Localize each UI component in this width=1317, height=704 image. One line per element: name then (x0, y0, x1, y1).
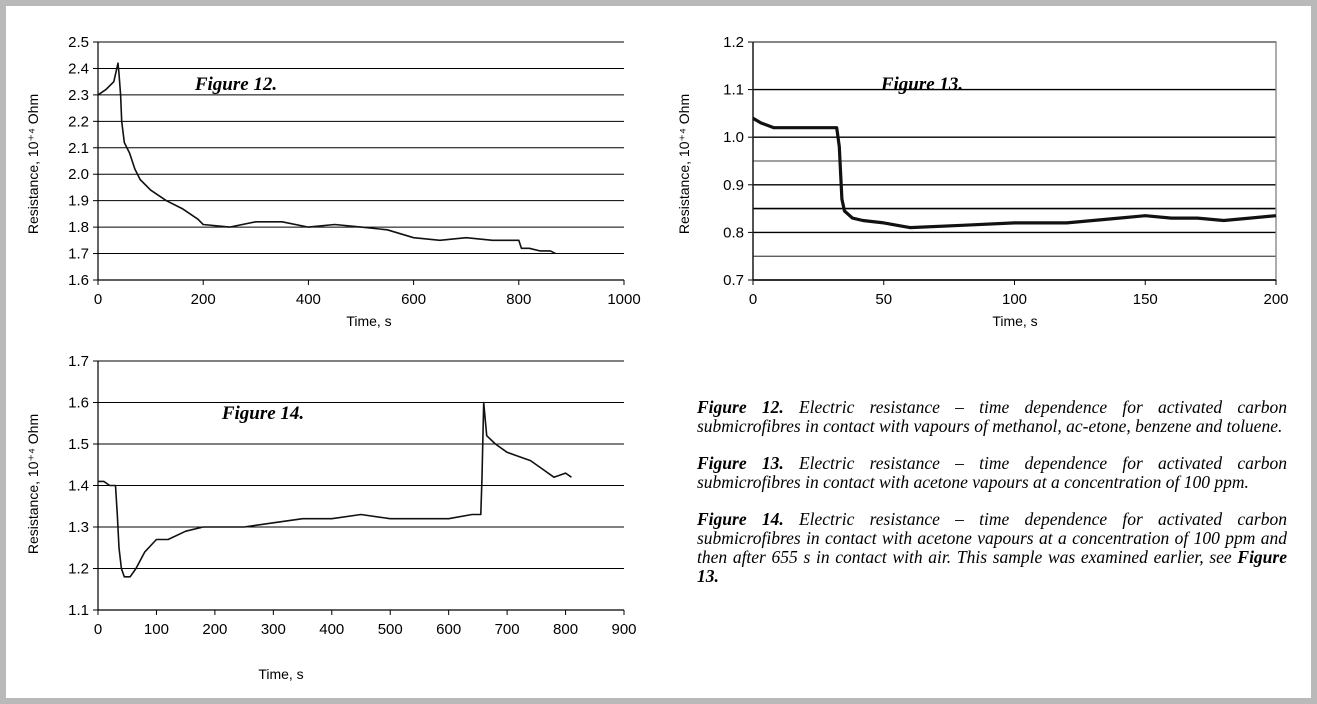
x-tick-label: 600 (436, 621, 461, 638)
x-tick-label: 0 (749, 291, 757, 308)
y-tick-label: 0.9 (723, 177, 744, 194)
y-tick-label: 2.0 (68, 166, 89, 183)
y-tick-label: 1.6 (68, 395, 89, 412)
caption-label: Figure 13. (697, 453, 784, 473)
caption-figure-14: Figure 14. Electric resistance – time de… (697, 510, 1287, 586)
figure-13-chart: Resistance, 10⁺⁴ Ohm 0.70.80.91.01.11.2 … (676, 34, 1289, 329)
x-tick-label: 500 (378, 621, 403, 638)
x-tick-label: 200 (202, 621, 227, 638)
y-tick-label: 1.7 (68, 353, 89, 370)
y-tick-label: 1.2 (68, 561, 89, 578)
y-tick-label: 1.4 (68, 478, 89, 495)
gridlines (93, 41, 624, 281)
figure-captions: Figure 12. Electric resistance – time de… (697, 398, 1287, 604)
y-tick-label: 2.3 (68, 87, 89, 104)
caption-figure-12: Figure 12. Electric resistance – time de… (697, 398, 1287, 436)
y-tick-labels: 1.1 1.2 1.3 1.4 1.5 1.6 1.7 (68, 353, 89, 619)
y-tick-label: 1.0 (723, 129, 744, 146)
caption-text: Electric resistance – time dependence fo… (697, 509, 1287, 567)
caption-text: Electric resistance – time dependence fo… (697, 397, 1287, 436)
chart-title: Figure 13. (880, 74, 963, 95)
y-axis-label: Resistance, 10⁺⁴ Ohm (676, 94, 692, 234)
x-tick-label: 0 (94, 621, 102, 638)
x-tick-label: 800 (506, 291, 531, 308)
y-tick-label: 2.5 (68, 34, 89, 51)
x-tick-labels: 0 200 400 600 800 1000 (94, 280, 641, 308)
chart-title: Figure 14. (221, 403, 304, 424)
y-axis-label: Resistance, 10⁺⁴ Ohm (25, 414, 41, 554)
x-tick-label: 400 (296, 291, 321, 308)
y-tick-label: 1.5 (68, 436, 89, 453)
y-tick-labels: 0.7 0.8 0.9 1.0 1.1 1.2 (723, 34, 744, 289)
x-tick-label: 50 (875, 291, 892, 308)
y-axis-label-group: Resistance, 10⁺⁴ Ohm (25, 414, 41, 554)
figure-14-chart: Resistance, 10⁺⁴ Ohm 1.11.21.31.41.51.61… (25, 353, 637, 682)
y-tick-label: 2.2 (68, 113, 89, 130)
resistance-series-line (97, 62, 556, 255)
y-tick-label: 1.1 (723, 82, 744, 99)
x-tick-label: 300 (261, 621, 286, 638)
gridlines (748, 41, 1277, 281)
chart-title: Figure 12. (194, 74, 277, 95)
y-tick-labels: 1.6 1.7 1.8 1.9 2.0 2.1 2.2 2.3 2.4 2.5 (68, 34, 89, 289)
x-tick-label: 150 (1133, 291, 1158, 308)
y-tick-label: 1.3 (68, 519, 89, 536)
resistance-series-line (98, 401, 572, 578)
x-tick-label: 1000 (607, 291, 640, 308)
x-tick-label: 100 (1002, 291, 1027, 308)
y-axis-label-group: Resistance, 10⁺⁴ Ohm (676, 94, 692, 234)
x-tick-label: 600 (401, 291, 426, 308)
x-tick-label: 200 (191, 291, 216, 308)
y-axis-label: Resistance, 10⁺⁴ Ohm (25, 94, 41, 234)
caption-reference: Figure 13. (697, 547, 1287, 586)
x-tick-label: 200 (1263, 291, 1288, 308)
y-tick-label: 1.6 (68, 272, 89, 289)
y-tick-label: 1.9 (68, 193, 89, 210)
caption-label: Figure 12. (697, 397, 784, 417)
x-tick-label: 0 (94, 291, 102, 308)
caption-text: Electric resistance – time dependence fo… (697, 453, 1287, 492)
x-tick-labels: 0 100 200 300 400 500 600 700 800 900 (94, 610, 637, 638)
y-tick-label: 1.1 (68, 602, 89, 619)
x-axis-label: Time, s (346, 313, 391, 329)
y-tick-label: 2.4 (68, 60, 89, 77)
resistance-series-line (752, 116, 1277, 230)
caption-label: Figure 14. (697, 509, 784, 529)
y-tick-label: 0.8 (723, 224, 744, 241)
x-tick-label: 900 (611, 621, 636, 638)
figure-12-chart: Resistance, 10⁺⁴ Ohm 1.6 1.7 1.8 1.9 2.0 2.1 2… (25, 34, 641, 329)
x-axis-label: Time, s (992, 313, 1037, 329)
x-axis-label: Time, s (258, 666, 303, 682)
y-tick-label: 2.1 (68, 140, 89, 157)
x-tick-label: 700 (495, 621, 520, 638)
y-tick-label: 0.7 (723, 272, 744, 289)
x-tick-label: 400 (319, 621, 344, 638)
caption-figure-13: Figure 13. Electric resistance – time de… (697, 454, 1287, 492)
y-tick-label: 1.8 (68, 219, 89, 236)
y-axis-label-group: Resistance, 10⁺⁴ Ohm (25, 94, 41, 234)
gridlines (93, 360, 624, 611)
y-tick-label: 1.7 (68, 246, 89, 263)
x-tick-label: 100 (144, 621, 169, 638)
x-tick-labels: 0 50 100 150 200 (749, 280, 1289, 308)
y-tick-label: 1.2 (723, 34, 744, 51)
x-tick-label: 800 (553, 621, 578, 638)
